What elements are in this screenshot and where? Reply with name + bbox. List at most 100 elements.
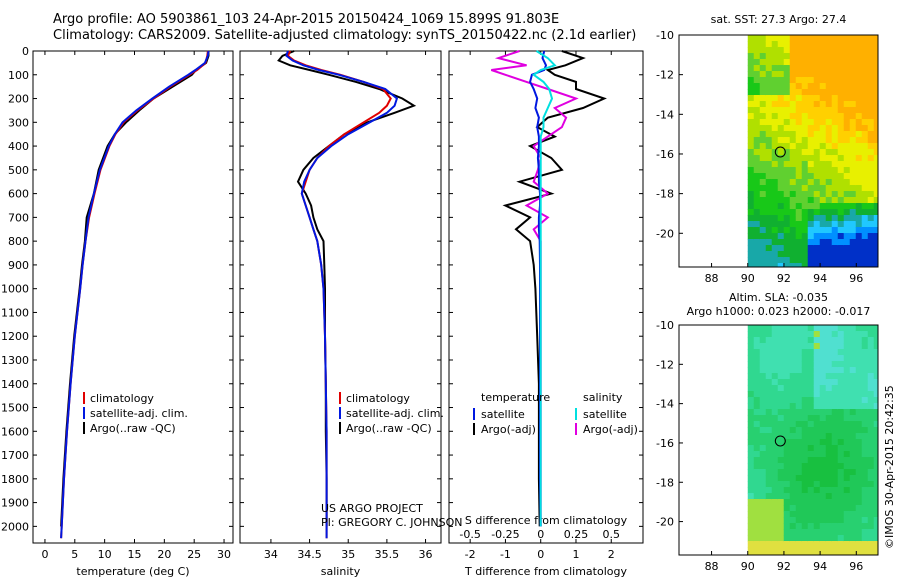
map-cell [873,373,879,380]
map-cell [873,457,879,464]
depth-tick-label: 800 [8,235,29,248]
map-cell [855,119,863,126]
map-cell [789,325,797,332]
map-cell [789,535,797,542]
map-cell [789,415,797,422]
map-cell [837,167,845,174]
map-cell [747,409,755,416]
x-tick-label: 2 [608,548,615,561]
map-cell [861,35,869,42]
map-cell [843,41,851,48]
map-x-tick-label: 92 [777,272,791,285]
map-cell [861,523,869,530]
map-cell [795,119,803,126]
map-cell [813,427,821,434]
map-cell [831,355,839,362]
map-cell [795,349,803,356]
map-cell [867,155,875,162]
map-cell [843,179,851,186]
map-cell [849,499,857,506]
map-cell [765,257,773,264]
map-cell [849,361,857,368]
legend-label: satellite-adj. clim. [90,407,188,420]
map-cell [777,95,785,102]
map-cell [783,391,791,398]
map-cell [855,391,863,398]
map-cell [807,517,815,524]
map-cell [783,113,791,120]
map-cell [777,361,785,368]
map-cell [843,331,851,338]
map-cell [831,373,839,380]
map-cell [861,361,869,368]
map-cell [861,553,869,556]
map-cell [855,403,863,410]
map-cell [837,499,845,506]
map-cell [807,185,815,192]
map-cell [819,209,827,216]
map-cell [801,71,809,78]
map-cell [783,457,791,464]
map-cell [801,173,809,180]
map-cell [843,161,851,168]
map-cell [777,257,785,264]
map-cell [819,227,827,234]
map-cell [819,409,827,416]
map-y-tick-label: -12 [656,69,674,82]
map-cell [771,553,779,556]
map-cell [837,505,845,512]
map-cell [855,541,863,548]
map-cell [867,173,875,180]
map-cell [819,505,827,512]
map-cell [765,179,773,186]
map-cell [867,197,875,204]
map-cell [801,403,809,410]
map-cell [867,233,875,240]
map-cell [825,245,833,252]
map-cell [837,101,845,108]
map-cell [795,167,803,174]
map-cell [813,547,821,554]
map-cell [855,469,863,476]
map-cell [867,367,875,374]
map-cell [753,541,761,548]
map-cell [861,77,869,84]
map-cell [807,469,815,476]
map-cell [777,535,785,542]
map-cell [783,325,791,332]
map-cell [819,541,827,548]
map-cell [837,47,845,54]
map-cell [777,493,785,500]
map-cell [813,209,821,216]
map-cell [855,209,863,216]
map-cell [753,439,761,446]
map-cell [855,439,863,446]
map-cell [837,89,845,96]
map-cell [849,203,857,210]
map-cell [837,403,845,410]
map-cell [849,233,857,240]
map-cell [783,535,791,542]
map-cell [843,547,851,554]
map-cell [807,325,815,332]
map-cell [837,221,845,228]
map-cell [765,475,773,482]
map-cell [747,53,755,60]
map-cell [753,101,761,108]
map-cell [843,475,851,482]
map-cell [801,343,809,350]
map-cell [825,331,833,338]
map-cell [789,391,797,398]
map-cell [807,499,815,506]
map-cell [795,209,803,216]
map-cell [843,209,851,216]
map-y-tick-label: -18 [656,476,674,489]
map-cell [795,53,803,60]
map-cell [837,547,845,554]
map-cell [747,71,755,78]
map-cell [819,173,827,180]
map-cell [819,131,827,138]
map-cell [795,101,803,108]
map-cell [801,149,809,156]
